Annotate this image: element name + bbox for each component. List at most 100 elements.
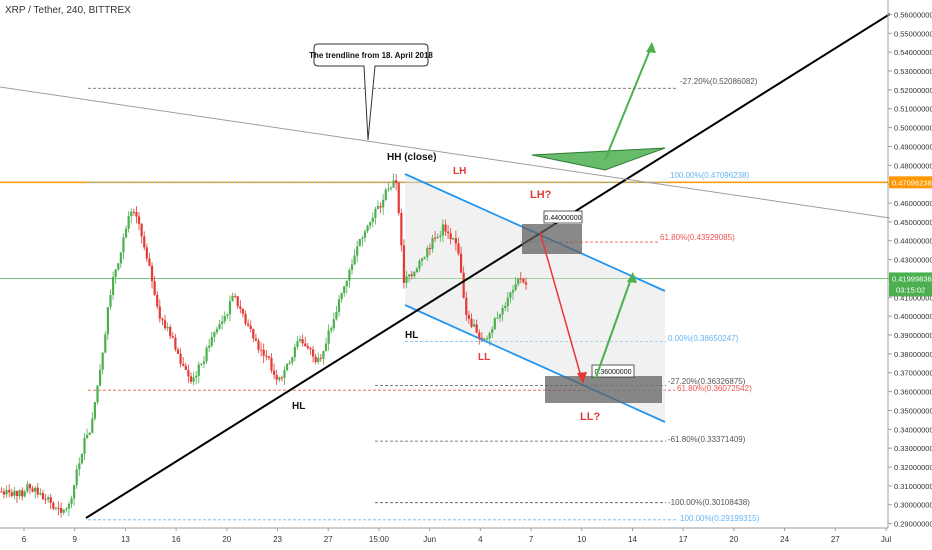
time-tick-label: Jul [881,535,891,544]
trendline-callout: The trendline from 18. April 2018 [309,43,433,141]
candle-body [283,370,286,378]
candle-body [226,314,229,317]
candle-body [241,308,245,314]
candle-body [275,374,278,380]
candle-body [400,213,403,246]
candle-body [434,237,437,239]
candle-body [223,316,226,322]
long-term-trendline [0,86,891,219]
projection-box-lower[interactable]: 0.36000000 [545,364,662,403]
candle-body [39,493,42,495]
green-target-shape[interactable] [531,147,666,171]
candle-body [405,276,408,283]
candle-body [418,260,421,269]
candle-body [408,274,411,277]
trendlines[interactable] [0,13,891,519]
candle-body [109,294,112,308]
label-lh: LH [453,166,466,177]
candle-body [431,237,434,250]
time-tick-label: Jun [423,535,436,544]
candle-body [104,334,107,353]
candle-body [322,350,325,359]
candle-body [2,491,6,495]
candle-body [62,509,65,513]
candle-body [28,484,32,489]
candle-body [228,301,232,315]
candle-body [234,295,237,297]
candle-body [114,269,117,278]
projection-box-upper[interactable]: 0.44000000 [522,210,583,254]
candle-body [67,503,71,509]
candle-body [491,329,494,334]
price-tick-label: 0.29000000 [894,520,932,529]
candle-body [311,349,315,357]
candle-body [389,187,393,189]
candle-body [236,296,239,307]
candle-body [517,278,520,285]
candle-body [397,182,400,214]
price-tick-label: 0.44000000 [894,237,932,246]
candle-body [519,278,522,280]
candle-body [444,224,447,232]
candle-body [91,418,94,433]
candle-body [330,328,333,331]
candle-body [83,437,86,454]
candle-body [309,348,312,350]
candle-body [511,290,515,293]
candle-body [88,432,91,435]
candle-body [176,349,180,354]
candle-body [218,324,221,329]
label-lh-question: LH? [530,189,552,201]
candle-body [197,364,200,376]
label-hl-left: HL [292,401,305,412]
candle-body [80,453,84,464]
candle-body [41,493,45,500]
time-axis[interactable]: 6 9 13 16 20 23 27 15:00 Jun 4 7 10 14 17 20 24 27 Jul [0,527,891,544]
candle-body [314,356,317,363]
candle-body [353,255,356,265]
candle-body [257,340,260,350]
candle-body [169,327,172,337]
candle-body [441,224,444,236]
candle-body [78,463,81,470]
candle-body [506,297,509,307]
fib-label: 61.80%(0.43929085) [660,233,735,242]
candle-body [174,337,177,350]
fib-label: -61.80%(0.33371409) [668,435,746,444]
candle-body [498,314,502,318]
candle-body [343,286,346,294]
candle-body [249,325,252,329]
price-axis[interactable]: 0.56000000 0.55000000 0.54000000 0.53000000… [887,0,932,529]
candle-body [75,469,78,486]
candlesticks [0,173,528,518]
candle-body [379,206,382,208]
candle-body [415,268,419,272]
candle-body [145,247,148,259]
channel-fill [405,174,665,422]
fib-label: 100.00%(0.29199315) [680,514,760,523]
last-price-tag [889,272,932,297]
candle-body [509,292,512,298]
candle-body [421,258,424,261]
candle-body [332,319,335,329]
candle-body [478,332,481,338]
projection-arrows[interactable] [539,42,656,384]
candle-body [423,257,426,259]
price-tick-label: 0.33000000 [894,444,932,453]
fib-label: -27.20%(0.52086082) [680,77,758,86]
candle-body [31,488,34,492]
uptrend-line [85,13,891,519]
candle-body [293,347,296,358]
price-tick-label: 0.37000000 [894,369,932,378]
last-price-label: 0.41999836 [892,274,932,283]
candle-body [472,324,476,327]
candle-body [166,327,169,329]
candle-body [184,365,187,370]
fib-label: 61.80%(0.36072542) [677,384,752,393]
candle-body [215,328,219,333]
candle-body [470,318,473,327]
candle-body [262,349,265,356]
candle-body [345,280,348,287]
